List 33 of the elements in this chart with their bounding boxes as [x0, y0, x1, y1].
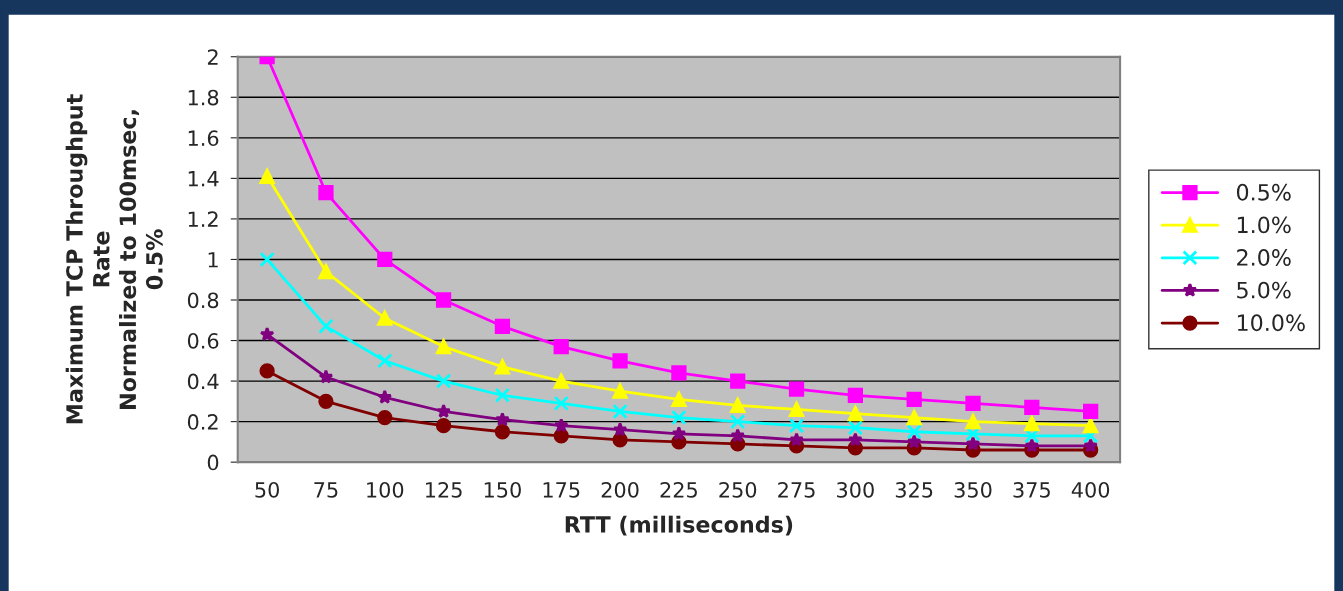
x-tick-label: 250 [719, 481, 757, 498]
x-tick-label: 275 [778, 481, 815, 498]
y-tick-label: 1.4 [188, 171, 219, 187]
x-tick-label: 300 [837, 481, 874, 498]
x-tick-label: 200 [601, 481, 639, 498]
y-tick-label: 0.8 [187, 292, 219, 309]
x-tick-label: 175 [543, 482, 580, 498]
legend-label: 5.0% [1237, 281, 1291, 299]
legend-label: 2.0% [1237, 249, 1291, 266]
x-tick-label: 400 [1071, 481, 1110, 498]
x-tick-label: 225 [660, 481, 697, 498]
legend-label: 1.0% [1237, 216, 1291, 234]
x-tick-label: 375 [1013, 481, 1050, 498]
legend-label: 10.0% [1237, 314, 1305, 332]
legend-label: 0.5% [1236, 183, 1291, 201]
y-tick-label: 1.2 [188, 211, 218, 227]
x-tick-label: 75 [314, 482, 338, 498]
x-tick-label: 350 [954, 481, 992, 498]
y-tick-label: 1 [208, 252, 218, 268]
y-tick-label: 1.6 [188, 130, 219, 147]
y-tick-label: 0.2 [187, 414, 218, 430]
x-tick-label: 50 [255, 481, 279, 498]
x-tick-label: 325 [895, 481, 933, 498]
x-tick-label: 100 [367, 481, 404, 498]
y-tick-label: 0.6 [187, 332, 219, 349]
y-axis-title: Maximum TCP Throughput Rate Normalized to 100msec, 0.5% [65, 94, 163, 424]
x-tick-label: 125 [426, 481, 462, 498]
y-tick-label: 0.4 [187, 373, 219, 390]
y-tick-label: 2 [207, 49, 218, 65]
x-tick-label: 150 [484, 481, 521, 498]
y-tick-label: 1.8 [188, 89, 219, 106]
x-axis-title: RTT (milliseconds) [565, 515, 793, 536]
y-tick-label: 0 [207, 454, 219, 471]
